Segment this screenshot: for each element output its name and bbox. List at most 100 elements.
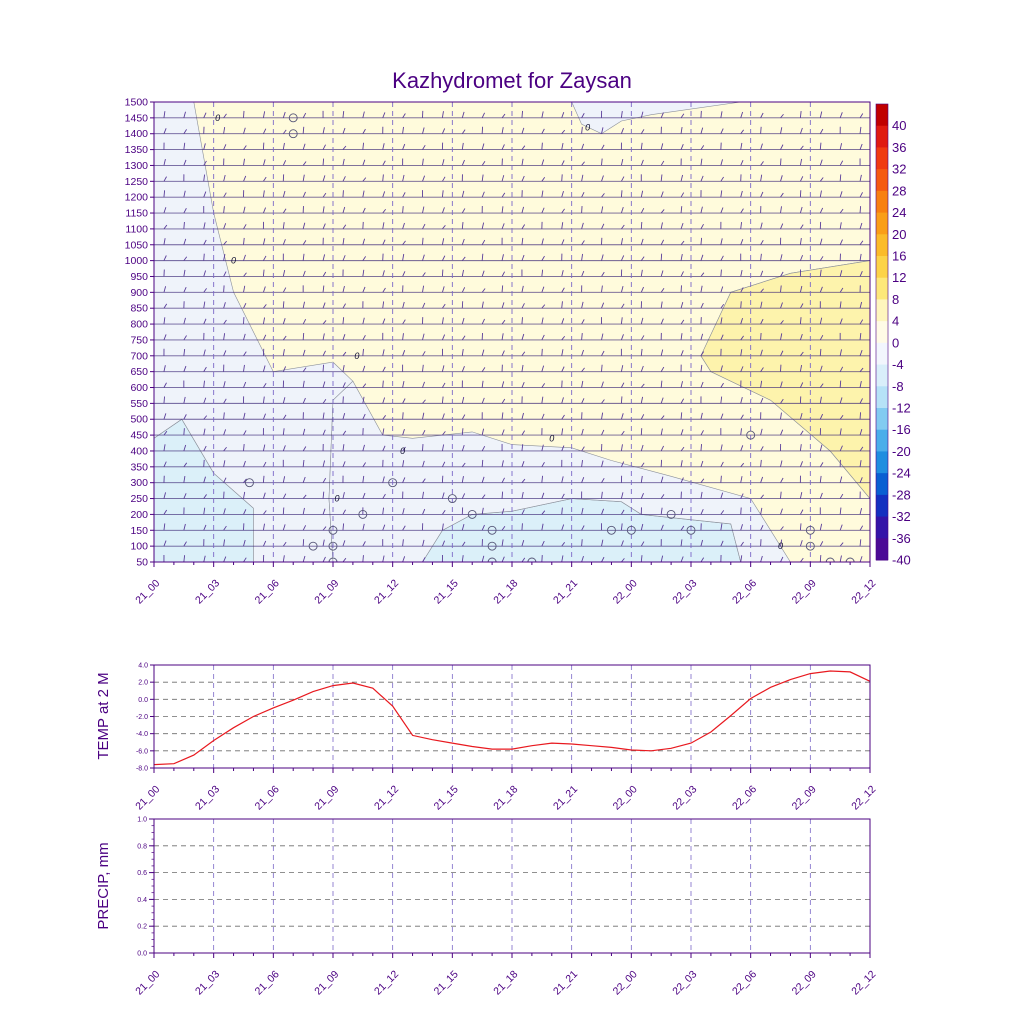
- colorbar-label: 40: [892, 118, 906, 133]
- contour-label: 0: [215, 113, 220, 123]
- wind-barb: [283, 95, 284, 102]
- x-tick-label: 21_15: [432, 577, 461, 606]
- colorbar-label: 16: [892, 249, 906, 264]
- wind-barb: [820, 555, 821, 562]
- x-tick-label: 22_06: [730, 968, 759, 997]
- wind-barb: [403, 206, 404, 213]
- x-tick-label: 21_12: [372, 968, 401, 997]
- y-tick-label: 1050: [125, 239, 149, 251]
- y-tick-label: 300: [130, 477, 148, 489]
- x-tick-label: 21_09: [312, 968, 341, 997]
- colorbar-label: 24: [892, 205, 906, 220]
- colorbar-label: -8: [892, 379, 904, 394]
- wind-barb: [283, 507, 284, 514]
- wind-barb: [840, 95, 841, 102]
- temp-y-tick-label: 0.0: [138, 697, 148, 704]
- wind-barb: [840, 174, 841, 181]
- y-tick-label: 250: [130, 493, 148, 505]
- wind-barb: [761, 127, 762, 134]
- y-tick-label: 1000: [125, 255, 149, 267]
- colorbar-label: -40: [892, 553, 911, 568]
- colorbar-swatch: [876, 299, 888, 321]
- x-tick-label: 21_06: [253, 783, 282, 812]
- x-tick-label: 22_03: [670, 577, 699, 606]
- colorbar-swatch: [876, 408, 888, 430]
- y-tick-label: 1100: [125, 223, 148, 235]
- colorbar-label: 36: [892, 140, 906, 155]
- wind-barb: [303, 127, 304, 134]
- wind-barb: [442, 98, 445, 102]
- x-tick-label: 21_21: [551, 783, 580, 812]
- contour-label: 0: [400, 446, 405, 456]
- y-tick-label: 550: [130, 398, 148, 410]
- wind-barb: [343, 98, 346, 102]
- wind-barb: [224, 96, 226, 102]
- wind-barb: [522, 97, 525, 102]
- y-tick-label: 50: [136, 557, 148, 569]
- wind-barb: [602, 97, 604, 102]
- x-tick-label: 21_18: [491, 783, 520, 812]
- precip-axis-label: PRECIP, mm: [95, 842, 112, 929]
- colorbar-swatch: [876, 104, 888, 126]
- wind-barb: [562, 95, 563, 102]
- wind-barb: [323, 159, 324, 166]
- colorbar-swatch: [876, 430, 888, 452]
- y-tick-label: 1200: [125, 192, 149, 204]
- temp-y-tick-label: -6.0: [136, 748, 148, 755]
- x-tick-label: 22_12: [849, 968, 878, 997]
- wind-barb: [184, 428, 185, 435]
- x-tick-label: 22_00: [611, 968, 640, 997]
- x-tick-label: 22_03: [670, 968, 699, 997]
- wind-barb: [741, 301, 742, 308]
- wind-barb: [263, 98, 266, 102]
- y-tick-label: 1500: [125, 97, 149, 109]
- colorbar-swatch: [876, 517, 888, 539]
- wind-barb: [502, 492, 503, 499]
- x-tick-label: 22_12: [849, 577, 878, 606]
- colorbar-swatch: [876, 386, 888, 408]
- x-tick-label: 21_03: [193, 577, 222, 606]
- chart-title: Kazhydromet for Zaysan: [392, 68, 632, 93]
- colorbar-swatch: [876, 234, 888, 256]
- y-tick-label: 750: [130, 334, 148, 346]
- wind-barb: [482, 460, 483, 467]
- colorbar-label: -28: [892, 487, 911, 502]
- y-tick-label: 1450: [125, 112, 149, 124]
- x-tick-label: 22_00: [611, 783, 640, 812]
- wind-barb: [403, 96, 405, 102]
- temp-y-tick-label: -2.0: [136, 714, 148, 721]
- wind-barb: [204, 254, 205, 261]
- x-tick-label: 21_12: [372, 577, 401, 606]
- colorbar-label: 28: [892, 183, 906, 198]
- temp-axis-label: TEMP at 2 M: [95, 672, 112, 759]
- wind-barb: [721, 98, 724, 102]
- x-tick-label: 22_00: [611, 577, 640, 606]
- colorbar-label: 0: [892, 335, 899, 350]
- colorbar-label: -36: [892, 531, 911, 546]
- x-tick-label: 22_06: [730, 783, 759, 812]
- colorbar-label: 20: [892, 227, 906, 242]
- wind-barb: [383, 95, 384, 102]
- colorbar-label: 32: [892, 162, 906, 177]
- y-tick-label: 1150: [125, 208, 148, 220]
- wind-barb: [184, 222, 185, 229]
- wind-barb: [641, 222, 642, 229]
- colorbar-swatch: [876, 451, 888, 473]
- y-tick-label: 1400: [125, 128, 149, 140]
- x-tick-label: 21_00: [133, 783, 162, 812]
- wind-barb: [701, 444, 702, 451]
- colorbar-swatch: [876, 213, 888, 235]
- wind-barb: [721, 476, 722, 483]
- y-tick-label: 1350: [125, 144, 149, 156]
- temp-axis: 4.02.00.0-2.0-4.0-6.0-8.0: [136, 663, 154, 773]
- wind-barb: [502, 96, 504, 102]
- colorbar-swatch: [876, 278, 888, 300]
- colorbar-swatch: [876, 365, 888, 387]
- temp-y-tick-label: -8.0: [136, 766, 148, 773]
- colorbar-swatch: [876, 169, 888, 191]
